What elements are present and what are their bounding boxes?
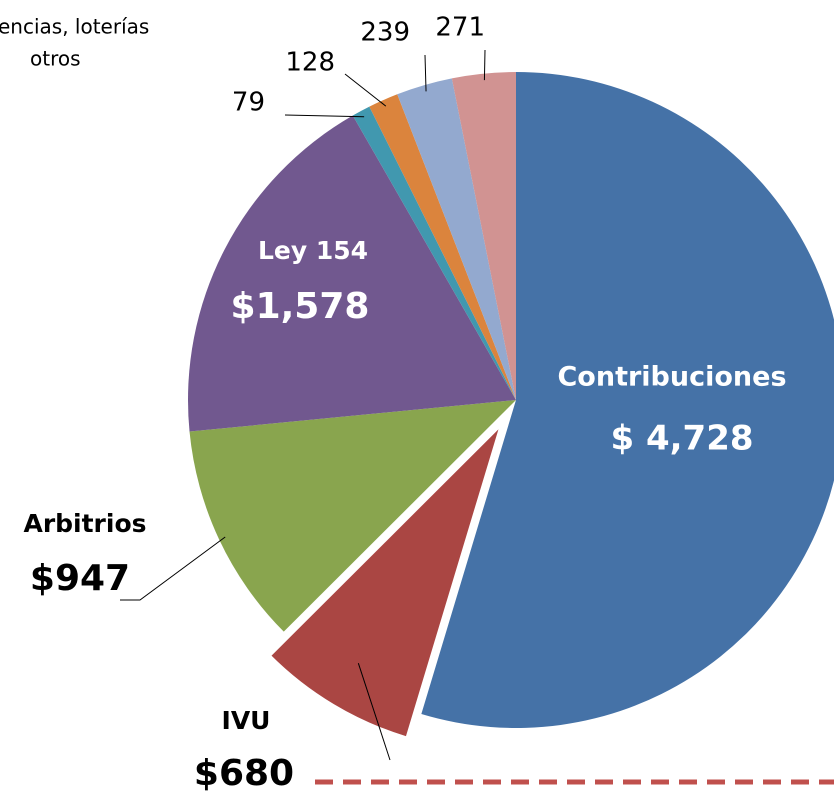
- annotation: otros: [30, 47, 81, 71]
- leader-line: [284, 114, 365, 118]
- pie-slice: [188, 115, 517, 432]
- data-label: 128: [285, 48, 335, 78]
- annotation: encias, loterías: [0, 15, 149, 39]
- pie-slice: [189, 400, 516, 632]
- leader-line: [483, 49, 486, 81]
- data-label: $947: [30, 558, 130, 599]
- slice-name: IVU: [222, 706, 271, 735]
- pie-slice: [267, 422, 504, 740]
- slice-name: Ley 154: [258, 236, 368, 265]
- data-label: $ 4,728: [610, 419, 753, 459]
- data-label: 271: [435, 13, 485, 43]
- data-label: $680: [194, 753, 294, 794]
- data-label: $1,578: [231, 286, 370, 327]
- pie-slice: [451, 72, 516, 400]
- slice-name: Contribuciones: [557, 362, 786, 393]
- leader-line: [344, 73, 387, 107]
- leader-line: [120, 536, 226, 601]
- pie-slice: [369, 94, 516, 400]
- leader-line: [357, 663, 391, 761]
- pie-slice: [397, 78, 516, 401]
- pie-slice: [421, 72, 834, 728]
- pie-slice: [352, 106, 516, 401]
- leader-line: [424, 54, 427, 92]
- slice-name: Arbitrios: [23, 509, 146, 538]
- data-label: 79: [232, 88, 265, 118]
- data-label: 239: [360, 18, 410, 48]
